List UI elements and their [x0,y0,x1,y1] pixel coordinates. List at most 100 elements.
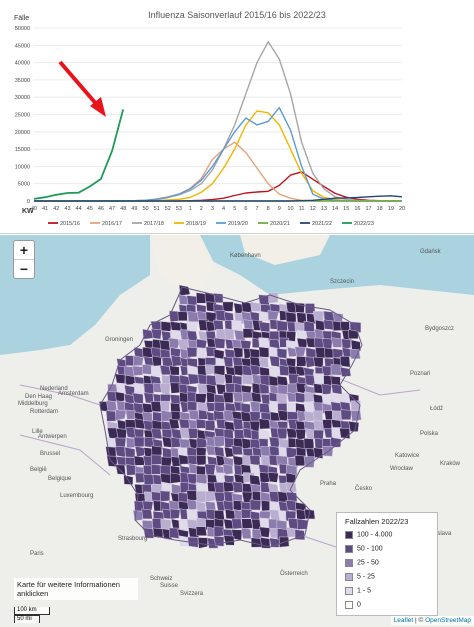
district-region[interactable] [330,392,343,404]
district-region[interactable] [285,311,297,324]
district-region[interactable] [132,365,144,376]
district-region[interactable] [276,320,288,332]
district-region[interactable] [187,373,200,385]
district-region[interactable] [187,427,198,439]
district-region[interactable] [233,365,245,377]
district-region[interactable] [223,535,235,546]
district-region[interactable] [187,311,199,323]
district-region[interactable] [232,418,244,430]
germany-districts[interactable] [98,284,362,549]
district-region[interactable] [249,401,261,413]
district-region[interactable] [231,518,243,530]
district-region[interactable] [187,473,197,485]
district-region[interactable] [152,355,162,367]
district-region[interactable] [330,437,342,448]
district-region[interactable] [115,428,127,439]
district-region[interactable] [277,427,288,439]
district-region[interactable] [250,537,263,548]
district-region[interactable] [105,446,117,458]
district-region[interactable] [231,445,243,455]
district-region[interactable] [205,491,216,503]
district-region[interactable] [169,394,181,405]
district-region[interactable] [106,400,118,412]
district-region[interactable] [213,535,225,547]
district-region[interactable] [204,420,216,432]
district-region[interactable] [159,490,171,502]
district-region[interactable] [132,510,144,522]
leaflet-link[interactable]: Leaflet [393,617,414,624]
district-region[interactable] [214,373,226,385]
district-region[interactable] [313,373,326,385]
district-region[interactable] [348,421,360,432]
district-region[interactable] [213,410,225,421]
district-region[interactable] [177,339,189,351]
district-region[interactable] [222,391,234,404]
district-region[interactable] [268,330,280,343]
district-region[interactable] [124,446,136,458]
district-region[interactable] [241,391,253,403]
district-region[interactable] [242,374,253,385]
district-region[interactable] [150,328,162,340]
legend-label[interactable]: 2020/21 [270,221,290,227]
district-region[interactable] [132,392,144,404]
district-region[interactable] [186,347,198,358]
district-region[interactable] [243,319,253,331]
legend-label[interactable]: 2022/23 [354,221,374,227]
district-region[interactable] [258,429,270,441]
legend-label[interactable]: 2016/17 [102,221,122,227]
district-region[interactable] [348,329,359,340]
district-region[interactable] [277,409,289,422]
district-region[interactable] [241,518,253,529]
district-region[interactable] [303,438,315,450]
district-region[interactable] [267,310,279,321]
district-region[interactable] [168,337,181,349]
district-region[interactable] [350,339,361,352]
district-region[interactable] [330,337,342,348]
district-region[interactable] [249,411,261,422]
district-region[interactable] [213,436,225,448]
district-region[interactable] [223,500,234,511]
district-region[interactable] [267,472,279,483]
district-region[interactable] [313,447,323,459]
osm-link[interactable]: OpenStreetMap [425,617,471,624]
district-region[interactable] [233,347,244,359]
district-region[interactable] [169,508,181,520]
district-region[interactable] [196,474,208,486]
district-region[interactable] [150,365,162,377]
district-region[interactable] [323,319,335,331]
legend-label[interactable]: 2019/20 [228,221,248,227]
district-region[interactable] [196,437,208,449]
district-region[interactable] [259,383,270,394]
district-region[interactable] [240,508,252,519]
district-region[interactable] [232,391,244,403]
district-region[interactable] [222,301,234,312]
district-region[interactable] [249,364,261,376]
district-region[interactable] [294,392,306,404]
district-region[interactable] [224,328,235,340]
district-region[interactable] [195,526,208,536]
district-region[interactable] [142,402,154,414]
district-region[interactable] [133,455,146,466]
district-region[interactable] [269,355,280,368]
zoom-out-button[interactable]: − [19,261,29,277]
district-region[interactable] [150,401,162,413]
district-region[interactable] [213,446,225,457]
district-region[interactable] [233,329,246,341]
district-region[interactable] [269,537,280,548]
district-region[interactable] [294,455,306,467]
district-region[interactable] [134,418,146,430]
district-region[interactable] [195,455,207,466]
district-region[interactable] [258,356,269,368]
legend-label[interactable]: 2018/19 [186,221,206,227]
district-region[interactable] [160,473,171,485]
district-region[interactable] [197,537,209,549]
district-region[interactable] [315,319,325,332]
district-region[interactable] [269,411,281,422]
district-region[interactable] [213,526,225,538]
district-region[interactable] [213,401,226,412]
legend-label[interactable]: 2017/18 [144,221,164,227]
district-region[interactable] [186,400,198,412]
district-region[interactable] [159,383,171,395]
district-region[interactable] [114,391,125,403]
district-region[interactable] [241,527,252,540]
